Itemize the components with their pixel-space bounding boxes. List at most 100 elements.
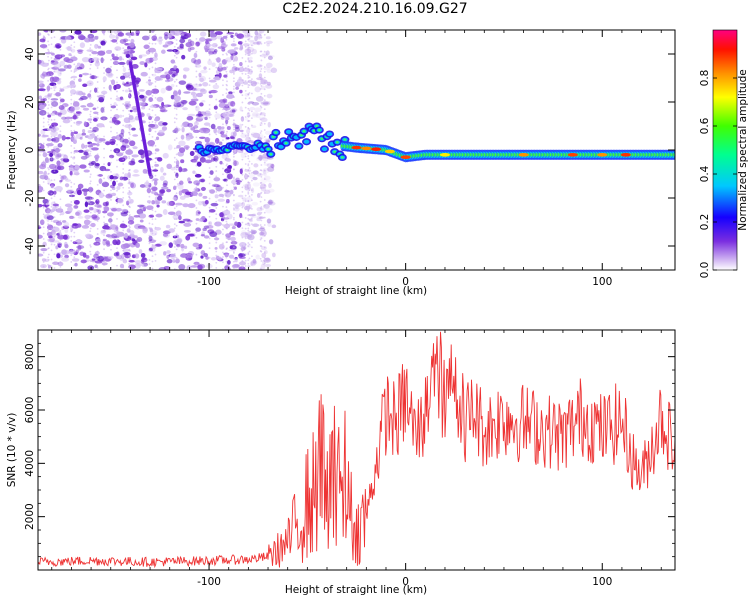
noise-dot [250, 172, 253, 174]
noise-blob [175, 210, 182, 217]
noise-dot [173, 33, 176, 35]
noise-blob [107, 162, 111, 167]
noise-blob [228, 91, 233, 95]
snr-x-tick-label: 100 [592, 576, 612, 588]
noise-blob [163, 265, 171, 270]
noise-dot [247, 191, 250, 194]
noise-blob [265, 84, 273, 89]
noise-dot [222, 69, 224, 72]
noise-blob [166, 254, 170, 259]
noise-dot [175, 192, 178, 195]
noise-blob [147, 140, 156, 147]
noise-dot [244, 45, 247, 48]
noise-blob [221, 126, 225, 130]
noise-blob [192, 159, 199, 163]
noise-dot [128, 121, 131, 123]
heatmap-y-tick-label: 40 [24, 47, 36, 60]
noise-dot [244, 265, 247, 267]
noise-blob [183, 67, 190, 72]
noise-dot [73, 41, 76, 44]
noise-dot [89, 186, 92, 189]
noise-dot [89, 190, 92, 193]
noise-dot [226, 136, 228, 138]
noise-blob [76, 111, 83, 115]
noise-dot [173, 178, 176, 181]
noise-dot [232, 159, 235, 162]
noise-dot [73, 141, 76, 144]
noise-blob [259, 234, 264, 240]
noise-dot [260, 122, 263, 124]
noise-blob [139, 219, 144, 223]
noise-blob [266, 101, 271, 105]
noise-dot [50, 179, 53, 182]
noise-blob [105, 234, 112, 238]
noise-blob [186, 115, 194, 121]
noise-dot [89, 67, 92, 70]
noise-dot [96, 214, 99, 217]
noise-blob [199, 157, 206, 163]
noise-dot [232, 91, 235, 94]
noise-dot [50, 79, 53, 81]
noise-dot [195, 172, 198, 175]
noise-dot [232, 216, 235, 219]
noise-blob [118, 114, 123, 118]
noise-dot [103, 118, 105, 120]
noise-dot [151, 37, 154, 40]
noise-blob [203, 122, 211, 126]
noise-dot [241, 202, 244, 205]
noise-blob [129, 140, 136, 147]
noise-dot [241, 123, 244, 126]
noise-dot [175, 52, 178, 54]
noise-dot [53, 243, 56, 246]
noise-dot [116, 264, 118, 267]
noise-blob [64, 203, 73, 208]
noise-blob [71, 258, 80, 262]
noise-dot [42, 112, 45, 115]
noise-blob [209, 231, 218, 238]
noise-dot [247, 169, 250, 172]
noise-dot [195, 236, 198, 239]
noise-dot [89, 110, 92, 113]
noise-blob [77, 245, 82, 251]
noise-dot [263, 211, 266, 214]
noise-dot [222, 167, 224, 170]
noise-dot [70, 49, 73, 52]
noise-dot [128, 81, 130, 84]
noise-dot [225, 206, 228, 208]
noise-blob [101, 90, 108, 95]
noise-blob [266, 69, 272, 73]
noise-blob [92, 107, 97, 111]
noise-blob [84, 223, 89, 228]
noise-dot [226, 88, 228, 91]
noise-dot [151, 173, 154, 176]
noise-dot [225, 188, 228, 191]
noise-blob [59, 30, 67, 33]
noise-dot [122, 196, 125, 199]
noise-blob [239, 241, 247, 248]
noise-blob [255, 113, 261, 119]
noise-dot [244, 208, 247, 211]
noise-blob [212, 84, 220, 90]
noise-dot [222, 84, 224, 87]
noise-dot [47, 93, 50, 96]
noise-blob [190, 127, 196, 131]
noise-dot [73, 192, 76, 195]
noise-dot [250, 179, 253, 182]
noise-dot [42, 189, 45, 192]
noise-dot [222, 233, 224, 236]
noise-blob [229, 245, 233, 249]
noise-dot [122, 143, 125, 146]
noise-dot [89, 220, 92, 223]
noise-blob [256, 40, 261, 46]
noise-dot [103, 72, 105, 75]
noise-dot [42, 160, 45, 163]
noise-dot [47, 59, 50, 62]
noise-blob [83, 219, 91, 226]
noise-blob [200, 186, 206, 191]
noise-dot [47, 55, 50, 58]
noise-blob [252, 258, 257, 264]
noise-dot [96, 206, 99, 209]
noise-dot [208, 157, 211, 160]
noise-blob [178, 190, 183, 196]
heatmap-content [38, 30, 675, 270]
